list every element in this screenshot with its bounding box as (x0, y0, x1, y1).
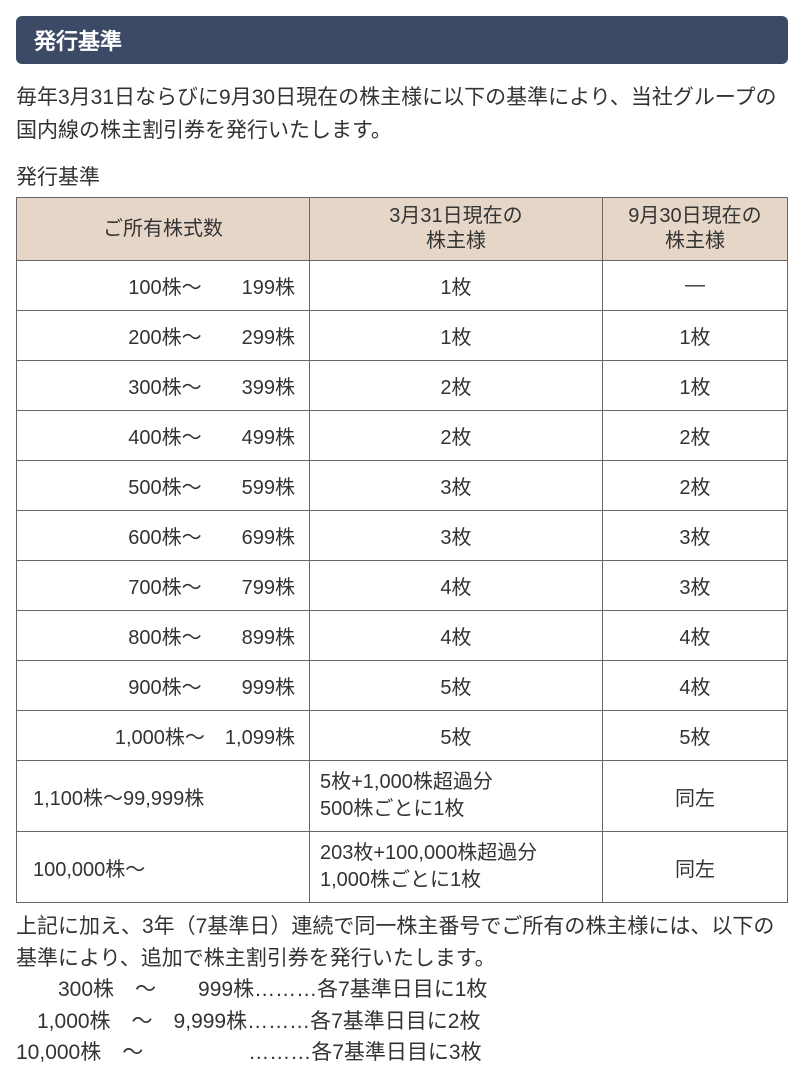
cell-share-range: 500株～ 599株 (17, 461, 310, 511)
col-header-shares-label: ご所有株式数 (103, 218, 223, 240)
table-body: 100株～ 199株1枚—200株～ 299株1枚1枚300株～ 399株2枚1… (17, 261, 788, 761)
cell-share-range: 300株～ 399株 (17, 361, 310, 411)
cell-mar31: 4枚 (309, 611, 602, 661)
cell-sep30: 同左 (602, 761, 787, 832)
footnote-line: 300株 ～ 999株………各7基準日目に1枚 (16, 974, 788, 1006)
cell-share-range: 1,000株～ 1,099株 (17, 711, 310, 761)
cell-sep30: 3枚 (602, 511, 787, 561)
table-row: 700株～ 799株4枚3枚 (17, 561, 788, 611)
footnote-lead: 上記に加え、3年（7基準日）連続で同一株主番号でご所有の株主様には、以下の基準に… (16, 911, 788, 974)
section-header-title: 発行基準 (34, 29, 122, 54)
cell-share-range: 100株～ 199株 (17, 261, 310, 311)
cell-share-range: 700株～ 799株 (17, 561, 310, 611)
table-row: 900株～ 999株5枚4枚 (17, 661, 788, 711)
cell-share-range: 400株～ 499株 (17, 411, 310, 461)
cell-mar31: 3枚 (309, 511, 602, 561)
cell-mar31: 5枚+1,000株超過分 500株ごとに1枚 (309, 761, 602, 832)
footnote-line: 10,000株 ～ ………各7基準日目に3枚 (16, 1037, 788, 1069)
intro-paragraph: 毎年3月31日ならびに9月30日現在の株主様に以下の基準により、当社グループの国… (16, 82, 788, 147)
cell-mar31: 3枚 (309, 461, 602, 511)
cell-share-range: 1,100株～99,999株 (17, 761, 310, 832)
issuance-table: ご所有株式数 3月31日現在の 株主様 9月30日現在の 株主様 100株～ 1… (16, 197, 788, 903)
table-body-special: 1,100株～99,999株5枚+1,000株超過分 500株ごとに1枚同左10… (17, 761, 788, 903)
cell-sep30: — (602, 261, 787, 311)
table-row: 1,000株～ 1,099株5枚5枚 (17, 711, 788, 761)
cell-share-range: 100,000株～ (17, 832, 310, 903)
table-row: 800株～ 899株4枚4枚 (17, 611, 788, 661)
cell-mar31: 1枚 (309, 311, 602, 361)
cell-share-range: 600株～ 699株 (17, 511, 310, 561)
table-header-row: ご所有株式数 3月31日現在の 株主様 9月30日現在の 株主様 (17, 198, 788, 261)
cell-sep30: 1枚 (602, 361, 787, 411)
cell-mar31: 4枚 (309, 561, 602, 611)
col-header-sep30: 9月30日現在の 株主様 (602, 198, 787, 261)
footnote-lines: 300株 ～ 999株………各7基準日目に1枚 1,000株 ～ 9,999株…… (16, 974, 788, 1069)
col-header-shares: ご所有株式数 (17, 198, 310, 261)
cell-sep30: 3枚 (602, 561, 787, 611)
table-row: 400株～ 499株2枚2枚 (17, 411, 788, 461)
table-subheading: 発行基準 (16, 161, 788, 191)
cell-sep30: 2枚 (602, 461, 787, 511)
cell-mar31: 1枚 (309, 261, 602, 311)
cell-sep30: 4枚 (602, 661, 787, 711)
table-row: 300株～ 399株2枚1枚 (17, 361, 788, 411)
cell-mar31: 5枚 (309, 661, 602, 711)
table-row: 600株～ 699株3枚3枚 (17, 511, 788, 561)
table-row: 500株～ 599株3枚2枚 (17, 461, 788, 511)
cell-sep30: 同左 (602, 832, 787, 903)
col-header-sep30-label: 9月30日現在の 株主様 (628, 205, 761, 252)
cell-mar31: 2枚 (309, 411, 602, 461)
table-row: 100株～ 199株1枚— (17, 261, 788, 311)
cell-mar31: 5枚 (309, 711, 602, 761)
cell-mar31: 203枚+100,000株超過分 1,000株ごとに1枚 (309, 832, 602, 903)
footnote-line: 1,000株 ～ 9,999株………各7基準日目に2枚 (16, 1006, 788, 1038)
table-row: 200株～ 299株1枚1枚 (17, 311, 788, 361)
section-header: 発行基準 (16, 16, 788, 64)
col-header-mar31-label: 3月31日現在の 株主様 (389, 205, 522, 252)
cell-sep30: 4枚 (602, 611, 787, 661)
col-header-mar31: 3月31日現在の 株主様 (309, 198, 602, 261)
cell-share-range: 900株～ 999株 (17, 661, 310, 711)
table-row: 100,000株～203枚+100,000株超過分 1,000株ごとに1枚同左 (17, 832, 788, 903)
cell-mar31: 2枚 (309, 361, 602, 411)
cell-share-range: 200株～ 299株 (17, 311, 310, 361)
footnote-block: 上記に加え、3年（7基準日）連続で同一株主番号でご所有の株主様には、以下の基準に… (16, 911, 788, 1069)
table-row: 1,100株～99,999株5枚+1,000株超過分 500株ごとに1枚同左 (17, 761, 788, 832)
cell-sep30: 1枚 (602, 311, 787, 361)
cell-share-range: 800株～ 899株 (17, 611, 310, 661)
cell-sep30: 2枚 (602, 411, 787, 461)
cell-sep30: 5枚 (602, 711, 787, 761)
